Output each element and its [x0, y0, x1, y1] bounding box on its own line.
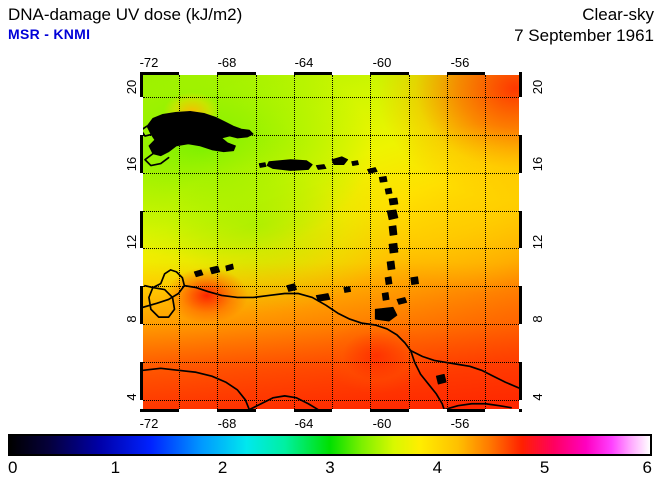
lon-label-bottom: -72 [139, 416, 159, 431]
frame-tick-top [255, 72, 295, 75]
colorbar-tick: 2 [217, 458, 228, 477]
frame-tick-right [519, 96, 522, 135]
lon-label-top: -56 [450, 55, 470, 70]
page-title: DNA-damage UV dose (kJ/m2) [8, 5, 243, 24]
frame-tick-left [140, 399, 143, 409]
lat-label-left: 16 [124, 156, 139, 172]
lon-label-bottom: -56 [450, 416, 470, 431]
frame-tick-bottom [332, 409, 371, 412]
colorbar-tick: 3 [325, 458, 335, 477]
lon-label-top: -68 [217, 55, 237, 70]
lat-label-right: 16 [530, 156, 545, 172]
frame-tick-right [519, 324, 522, 363]
date-label: 7 September 1961 [514, 26, 654, 45]
lat-label-left: 8 [124, 315, 139, 323]
lon-label-top: -60 [372, 55, 392, 70]
frame-tick-right [519, 399, 522, 409]
lat-label-right: 4 [530, 393, 545, 401]
frame-tick-left [140, 96, 143, 135]
lon-label-bottom: -64 [294, 416, 314, 431]
frame-tick-bottom [179, 409, 218, 412]
header-right: Clear-sky 7 September 1961 [514, 4, 654, 46]
frame-tick-left [140, 248, 143, 287]
frame-tick-left [140, 172, 143, 211]
frame-tick-bottom [255, 409, 295, 412]
frame-tick-bottom [485, 409, 519, 412]
lat-label-left: 20 [124, 79, 139, 95]
frame-tick-top [332, 72, 371, 75]
colorbar-tick: 4 [432, 458, 443, 477]
frame-tick-right [519, 248, 522, 287]
lat-label-left: 12 [124, 234, 139, 250]
frame-tick-top [179, 72, 218, 75]
uv-dose-raster [143, 75, 519, 409]
lat-label-right: 20 [530, 79, 545, 95]
colorbar: 0 1 2 3 4 5 6 [8, 434, 652, 478]
frame-tick-bottom [408, 409, 448, 412]
map-plot-area [140, 72, 522, 412]
lat-label-right: 12 [530, 234, 545, 250]
frame-tick-top [408, 72, 448, 75]
lon-label-bottom: -68 [217, 416, 237, 431]
frame-tick-left [140, 324, 143, 363]
colorbar-tick: 5 [539, 458, 550, 477]
frame-tick-right [519, 172, 522, 211]
colorbar-tick: 0 [8, 458, 18, 477]
lon-label-bottom: -60 [372, 416, 392, 431]
frame-tick-top [485, 72, 519, 75]
header-left: DNA-damage UV dose (kJ/m2) MSR - KNMI [8, 4, 242, 44]
colorbar-gradient [8, 434, 652, 456]
lon-label-top: -64 [294, 55, 314, 70]
coastline-overlay [143, 111, 519, 410]
lat-label-right: 8 [530, 315, 545, 323]
colorbar-tick-labels: 0 1 2 3 4 5 6 [8, 456, 652, 478]
lat-label-left: 4 [124, 393, 139, 401]
sky-condition-label: Clear-sky [582, 5, 654, 24]
data-source-label: MSR - KNMI [8, 26, 91, 42]
colorbar-tick: 1 [110, 458, 121, 477]
colorbar-tick: 6 [642, 458, 652, 477]
lon-label-top: -72 [139, 55, 159, 70]
